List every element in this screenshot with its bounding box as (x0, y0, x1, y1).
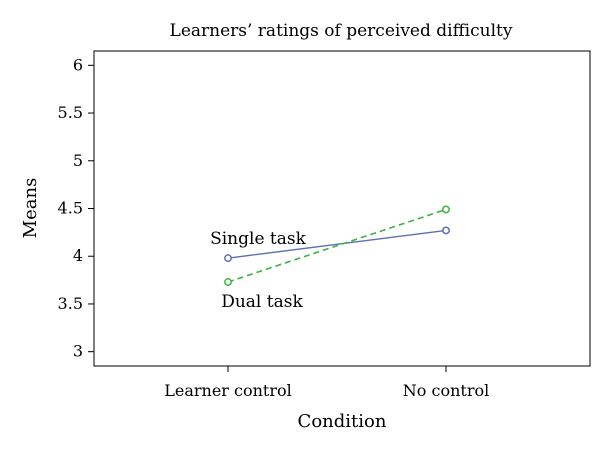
x-axis-tick-label: Learner control (164, 381, 292, 400)
y-axis-tick-label: 5.5 (58, 103, 83, 122)
chart-title: Learners’ ratings of perceived difficult… (170, 21, 513, 41)
y-axis-title: Means (20, 178, 41, 239)
y-axis-tick-label: 5 (73, 151, 83, 170)
x-axis: Learner control No control (164, 366, 489, 400)
y-axis-tick-label: 4.5 (58, 199, 83, 218)
series-label-dual-task: Dual task (221, 292, 303, 312)
series-layer (224, 205, 450, 286)
series-line (227, 229, 447, 259)
y-axis-tick-label: 3.5 (58, 294, 83, 313)
series-dual-task (224, 205, 450, 286)
y-axis: 3 3.5 4 4.5 5 5.5 6 (58, 55, 94, 361)
x-axis-title: Condition (298, 411, 387, 432)
series-line (227, 208, 447, 283)
series-label-single-task: Single task (210, 229, 307, 249)
y-axis-tick-label: 6 (73, 55, 83, 74)
data-point (442, 226, 450, 235)
data-point (224, 254, 232, 263)
data-point (224, 278, 232, 286)
data-point (442, 205, 450, 214)
series-single-task (224, 226, 450, 263)
y-axis-tick-label: 3 (73, 342, 83, 361)
y-axis-tick-label: 4 (73, 246, 83, 265)
x-axis-tick-label: No control (403, 381, 489, 400)
